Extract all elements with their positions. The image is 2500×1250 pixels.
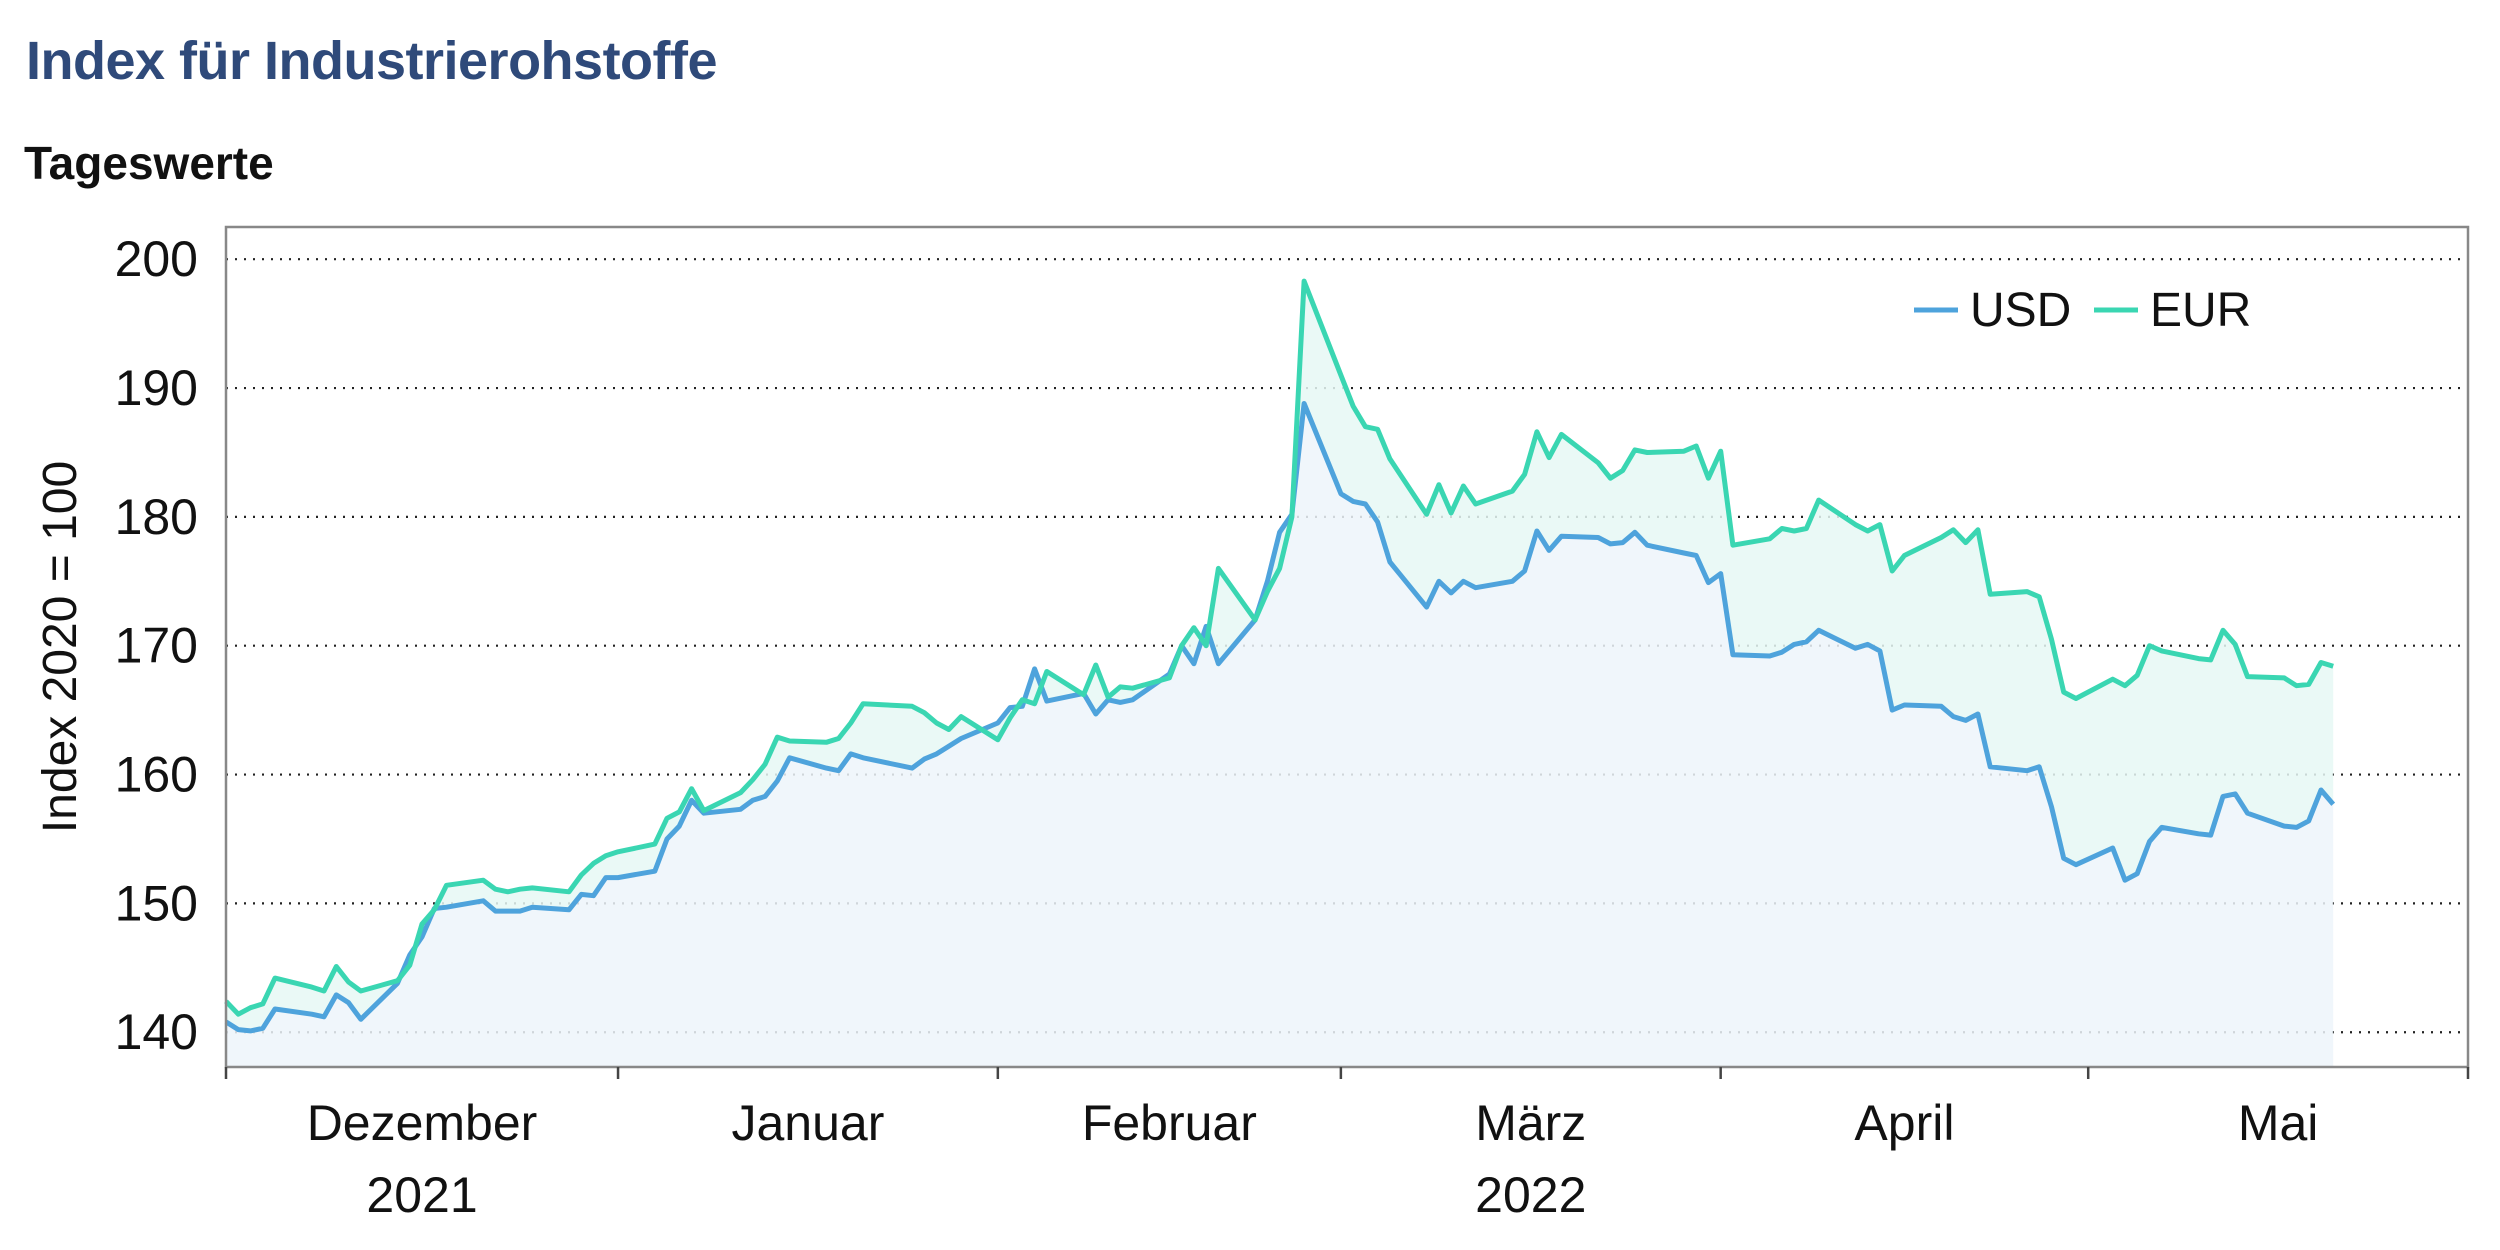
y-tick-label: 200 [115,231,198,287]
y-tick-label: 180 [115,489,198,545]
x-tick-label-month: März [1475,1095,1586,1151]
legend: USD EUR [1914,284,2251,337]
legend-label-usd: USD [1970,284,2071,337]
chart-title: Index für Industrierohstoffe [26,31,718,91]
area-between-series [226,281,2334,1031]
plot-frame [224,225,2470,1069]
series-line-usd [224,401,2336,1034]
y-tick-label: 170 [115,618,198,674]
x-tick-label-month: April [1854,1095,1954,1151]
y-axis: 140 150 160 170 180 190 200 [115,231,198,1060]
y-axis-title: Index 2020 = 100 [34,461,87,833]
area-fills [226,281,2334,1068]
area-below-usd [226,403,2334,1068]
y-tick-label: 160 [115,747,198,803]
series-lines [224,278,2336,1034]
series-line-eur [224,278,2334,1017]
chart-subtitle: Tageswerte [24,137,274,189]
legend-label-eur: EUR [2150,284,2251,337]
x-tick-label-month: Mai [2238,1095,2319,1151]
y-tick-label: 190 [115,360,198,416]
y-tick-label: 150 [115,875,198,931]
x-axis: Dezember 2021 Januar Februar März 2022 April Ma… [224,1067,2470,1223]
x-tick-label-month: Dezember [307,1095,538,1151]
x-tick-label-month: Februar [1082,1095,1257,1151]
x-tick-label-month: Januar [731,1095,884,1151]
y-tick-label: 140 [115,1004,198,1060]
x-tick-label-year: 2021 [366,1167,477,1223]
x-tick-label-year: 2022 [1475,1167,1586,1223]
